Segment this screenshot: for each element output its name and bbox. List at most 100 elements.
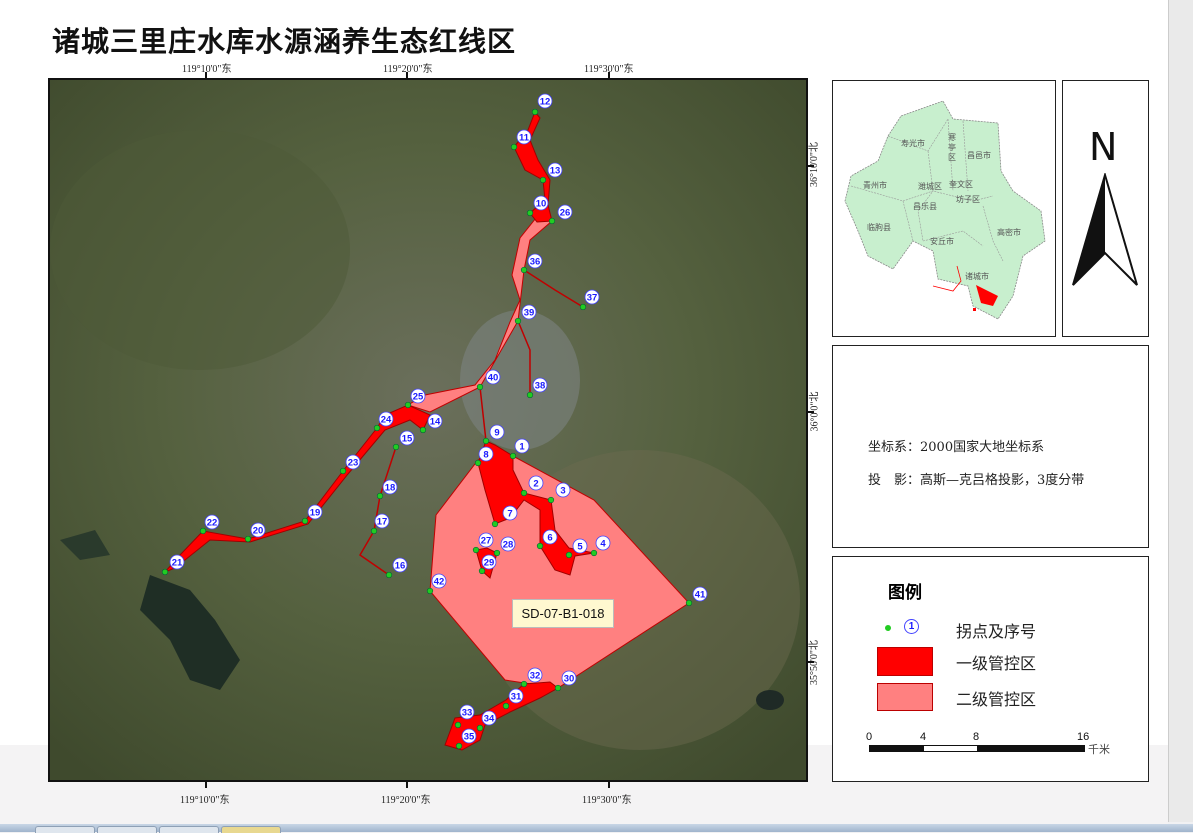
- vertex-number: 26: [560, 208, 571, 219]
- vertex-number: 21: [172, 558, 183, 569]
- vertex-label-circle: [378, 411, 394, 427]
- vertex-label-circle: [169, 554, 185, 570]
- taskbar-button[interactable]: [159, 826, 219, 833]
- locator-inset: [832, 80, 1056, 337]
- vertex-number: 20: [253, 526, 264, 537]
- vertex-number: 2: [533, 479, 538, 490]
- vertex-point: [590, 549, 598, 557]
- inset-label: 潍城区: [918, 182, 942, 191]
- vertex-label-circle: [532, 377, 548, 393]
- taskbar-button[interactable]: [97, 826, 157, 833]
- vertex-label-circle: [481, 554, 497, 570]
- axis-tick: [205, 782, 207, 788]
- taskbar-button[interactable]: [221, 826, 281, 833]
- scale-tick: 16: [1077, 731, 1090, 743]
- vertex-number: 28: [503, 540, 514, 551]
- axis-tick: [808, 165, 814, 167]
- inset-label: 青州市: [863, 181, 887, 190]
- vertex-label-circle: [500, 536, 516, 552]
- vertex-number: 42: [434, 577, 445, 588]
- vertex-number: 18: [385, 483, 396, 494]
- vertex-point: [536, 542, 544, 550]
- inset-label: 坊子区: [956, 195, 980, 204]
- lon-label-top: 119°20'0"东: [383, 64, 433, 75]
- vertex-label-circle: [542, 529, 558, 545]
- inset-region-fill: [844, 100, 1046, 320]
- axis-tick: [205, 72, 207, 78]
- vertex-label-circle: [461, 728, 477, 744]
- legend-label-vertex: 拐点及序号: [956, 622, 1037, 641]
- vertex-number: 7: [507, 509, 512, 520]
- vertex-label-circle: [537, 93, 553, 109]
- vertex-label-circle: [382, 479, 398, 495]
- vertex-label-circle: [521, 304, 537, 320]
- vertex-point: [370, 527, 378, 535]
- vertex-number: 5: [577, 542, 583, 553]
- vertex-number: 34: [484, 714, 495, 725]
- lon-label-bottom: 119°30'0"东: [582, 795, 632, 806]
- vertex-number: 17: [377, 517, 388, 528]
- inset-label: 临朐县: [867, 223, 891, 232]
- vertex-label-circle: [514, 438, 530, 454]
- vertex-label-circle: [410, 388, 426, 404]
- vertex-number: 31: [511, 692, 522, 703]
- vertex-number: 12: [540, 97, 551, 108]
- vertex-label-circle: [508, 688, 524, 704]
- vertex-point: [199, 527, 207, 535]
- axis-tick: [406, 782, 408, 788]
- vertex-label-circle: [307, 504, 323, 520]
- vertex-dot-icon: [885, 625, 891, 631]
- vertex-point: [514, 317, 522, 325]
- vertex-label-circle: [561, 670, 577, 686]
- vertex-label-circle: [547, 162, 563, 178]
- vertex-point: [539, 176, 547, 184]
- water-body: [756, 690, 784, 710]
- taskbar-button[interactable]: [35, 826, 95, 833]
- vertex-point: [531, 108, 539, 116]
- vertex-point: [685, 599, 693, 607]
- inset-label: 昌乐县: [913, 202, 937, 211]
- legend-box: [832, 556, 1149, 782]
- reservoir-water: [140, 575, 240, 690]
- vertex-label-circle: [516, 129, 532, 145]
- vertex-point: [554, 684, 562, 692]
- vertex-point: [426, 587, 434, 595]
- vertex-number: 37: [587, 293, 598, 304]
- vertex-point: [392, 443, 400, 451]
- map-canvas: 1234567891011121314151617181920212223242…: [50, 80, 806, 780]
- legend-title: 图例: [888, 583, 922, 603]
- vertex-number: 41: [695, 590, 706, 601]
- taskbar: [0, 824, 1193, 832]
- urban-area: [460, 310, 580, 450]
- vertex-number: 40: [488, 373, 499, 384]
- vertex-point: [455, 742, 463, 750]
- inset-label: 诸城市: [965, 272, 989, 281]
- vertex-label-circle: [489, 424, 505, 440]
- vertex-point: [161, 568, 169, 576]
- vertex-point: [472, 546, 480, 554]
- vertex-point: [547, 496, 555, 504]
- vertex-number: 15: [402, 434, 413, 445]
- north-label: N: [1089, 125, 1118, 169]
- vertex-point: [376, 492, 384, 500]
- vertex-label-circle: [345, 454, 361, 470]
- axis-tick: [808, 661, 814, 663]
- vertex-point: [339, 467, 347, 475]
- vertex-number: 27: [481, 536, 492, 547]
- weifang-region-map: [844, 100, 1046, 320]
- vertex-point: [520, 266, 528, 274]
- inset-label: 昌邑市: [967, 151, 991, 160]
- inset-label: 寿光市: [901, 139, 925, 148]
- vertex-label-circle: [584, 289, 600, 305]
- vertex-label-circle: [527, 253, 543, 269]
- scrollbar[interactable]: [1168, 0, 1193, 822]
- vertex-number: 25: [413, 392, 424, 403]
- vertex-label-circle: [572, 538, 588, 554]
- satellite-map[interactable]: 1 2 3 4 5 6 7 8 9 10 11 12 13 14 15 16 17 18 19 20 21 22 23 24 2…: [48, 78, 808, 782]
- vertex-label-circle: [692, 586, 708, 602]
- vertex-number: 36: [530, 257, 541, 268]
- vertex-number: 16: [395, 561, 406, 572]
- axis-tick: [406, 72, 408, 78]
- lon-label-bottom: 119°10'0"东: [180, 795, 230, 806]
- vertex-number: 23: [348, 458, 359, 469]
